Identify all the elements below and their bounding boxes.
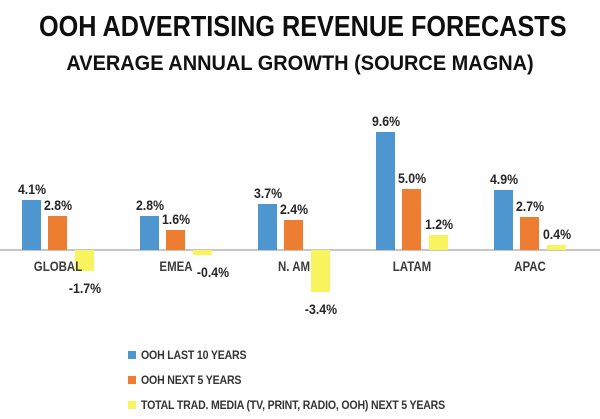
- value-label-apac-series-1: 4.9%: [489, 170, 518, 187]
- value-label-latam-series-2: 5.0%: [397, 169, 426, 186]
- bar-emea-series-1: [140, 215, 159, 250]
- value-label-emea-series-1: 2.8%: [135, 196, 164, 213]
- value-label-emea-series-2: 1.6%: [161, 211, 190, 228]
- value-label-global-series-2: 2.8%: [43, 196, 72, 213]
- legend-swatch-icon: [128, 350, 136, 359]
- legend-swatch-icon: [128, 375, 136, 384]
- legend-label-3: TOTAL TRAD. MEDIA (TV, PRINT, RADIO, OOH…: [141, 397, 446, 412]
- value-label-latam-series-1: 9.6%: [371, 112, 400, 129]
- value-label-n-am-series-2: 2.4%: [279, 201, 308, 218]
- bar-emea-series-3: [193, 250, 212, 255]
- bar-n-am-series-2: [284, 220, 303, 250]
- category-label-emea: EMEA: [159, 258, 193, 274]
- value-label-global-series-3: -1.7%: [68, 279, 101, 296]
- bar-global-series-1: [22, 199, 41, 250]
- bar-n-am-series-1: [258, 204, 277, 250]
- bar-n-am-series-3: [311, 250, 330, 292]
- chart-title: OOH ADVERTISING REVENUE FORECASTS: [39, 11, 567, 43]
- bar-apac-series-3: [547, 245, 566, 250]
- category-label-global: GLOBAL: [33, 258, 83, 274]
- category-label-apac: APAC: [514, 258, 546, 274]
- value-label-n-am-series-1: 3.7%: [253, 185, 282, 202]
- value-label-emea-series-3: -0.4%: [196, 263, 229, 280]
- bar-apac-series-1: [494, 189, 513, 250]
- value-label-latam-series-3: 1.2%: [424, 216, 453, 233]
- legend-label-1: OOH LAST 10 YEARS: [141, 347, 247, 362]
- value-label-global-series-1: 4.1%: [17, 180, 46, 197]
- bar-latam-series-1: [376, 131, 395, 250]
- value-label-apac-series-3: 0.4%: [542, 226, 571, 243]
- legend: OOH LAST 10 YEARS OOH NEXT 5 YEARS TOTAL T…: [128, 346, 486, 413]
- bar-latam-series-2: [402, 188, 421, 250]
- legend-label-2: OOH NEXT 5 YEARS: [141, 372, 242, 387]
- value-label-apac-series-2: 2.7%: [515, 197, 544, 214]
- chart-subtitle: AVERAGE ANNUAL GROWTH (SOURCE MAGNA): [66, 52, 534, 75]
- category-label-n-am: N. AM: [277, 258, 311, 274]
- category-label-latam: LATAM: [392, 258, 432, 274]
- bar-global-series-3: [75, 250, 94, 271]
- value-label-n-am-series-3: -3.4%: [304, 300, 337, 317]
- bar-latam-series-3: [429, 235, 448, 250]
- legend-item-total-trad-media-tv-prin: TOTAL TRAD. MEDIA (TV, PRINT, RADIO, OOH…: [128, 396, 486, 413]
- bar-emea-series-2: [166, 230, 185, 250]
- bar-apac-series-2: [520, 216, 539, 250]
- legend-swatch-icon: [128, 400, 136, 409]
- legend-item-ooh-next-5-years: OOH NEXT 5 YEARS: [128, 371, 486, 388]
- legend-item-ooh-last-10-years: OOH LAST 10 YEARS: [128, 346, 486, 363]
- bar-global-series-2: [48, 215, 67, 250]
- x-axis-line: [0, 249, 600, 251]
